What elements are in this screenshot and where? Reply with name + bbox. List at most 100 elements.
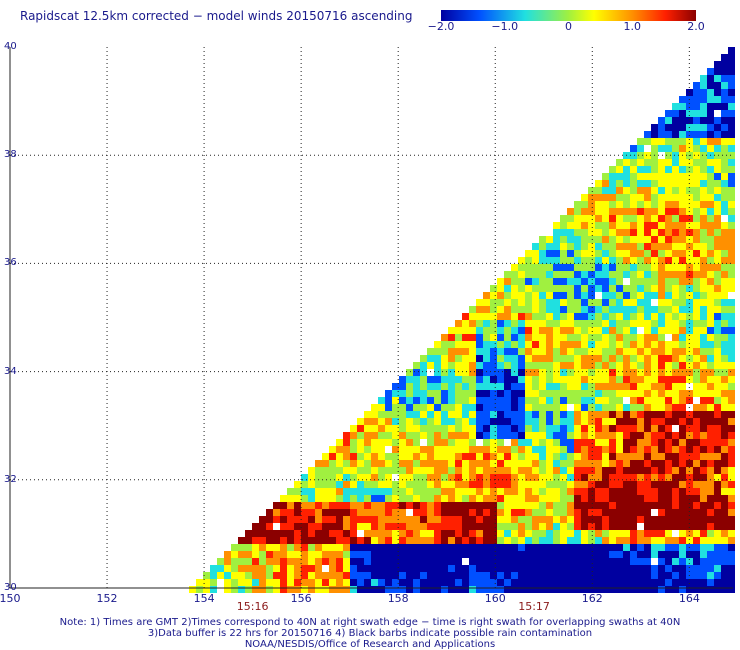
swath-cell — [686, 341, 693, 348]
swath-cell — [511, 327, 518, 334]
swath-cell — [434, 544, 441, 551]
swath-cell — [343, 439, 350, 446]
swath-cell — [350, 551, 357, 558]
swath-cell — [343, 565, 350, 572]
swath-cell — [308, 523, 315, 530]
swath-cell — [700, 320, 707, 327]
swath-cell — [637, 348, 644, 355]
swath-cell — [476, 313, 483, 320]
swath-cell — [392, 390, 399, 397]
swath-cell — [574, 516, 581, 523]
swath-cell — [693, 551, 700, 558]
swath-cell — [420, 474, 427, 481]
swath-cell — [567, 362, 574, 369]
swath-cell — [553, 222, 560, 229]
swath-cell — [434, 579, 441, 586]
swath-cell — [728, 523, 735, 530]
swath-cell — [679, 502, 686, 509]
swath-cell — [721, 509, 728, 516]
swath-cell — [665, 383, 672, 390]
swath-cell — [700, 334, 707, 341]
swath-cell — [455, 572, 462, 579]
swath-cell — [630, 509, 637, 516]
swath-cell — [364, 509, 371, 516]
swath-cell — [658, 502, 665, 509]
swath-cell — [637, 159, 644, 166]
swath-cell — [364, 446, 371, 453]
swath-cell — [707, 257, 714, 264]
swath-cell — [679, 579, 686, 586]
swath-cell — [728, 516, 735, 523]
swath-cell — [322, 474, 329, 481]
swath-cell — [392, 502, 399, 509]
swath-cell — [532, 404, 539, 411]
swath-cell — [336, 474, 343, 481]
swath-cell — [581, 376, 588, 383]
swath-cell — [567, 355, 574, 362]
swath-cell — [539, 327, 546, 334]
swath-cell — [560, 495, 567, 502]
swath-cell — [546, 551, 553, 558]
swath-cell — [553, 397, 560, 404]
swath-cell — [392, 439, 399, 446]
swath-cell — [623, 411, 630, 418]
swath-cell — [595, 425, 602, 432]
swath-cell — [483, 404, 490, 411]
swath-cell — [672, 187, 679, 194]
swath-cell — [469, 572, 476, 579]
swath-cell — [567, 460, 574, 467]
swath-cell — [434, 481, 441, 488]
swath-cell — [518, 292, 525, 299]
swath-cell — [672, 285, 679, 292]
swath-cell — [707, 579, 714, 586]
swath-cell — [651, 446, 658, 453]
swath-cell — [280, 565, 287, 572]
swath-cell — [525, 418, 532, 425]
swath-cell — [637, 488, 644, 495]
lat-tick-label: 36 — [4, 257, 17, 269]
swath-cell — [595, 299, 602, 306]
swath-cell — [497, 530, 504, 537]
swath-cell — [714, 467, 721, 474]
swath-cell — [707, 502, 714, 509]
swath-cell — [728, 362, 735, 369]
swath-cell — [644, 432, 651, 439]
swath-cell — [441, 348, 448, 355]
swath-cell — [455, 488, 462, 495]
swath-cell — [686, 138, 693, 145]
swath-cell — [581, 446, 588, 453]
swath-cell — [700, 229, 707, 236]
swath-cell — [539, 418, 546, 425]
swath-cell — [574, 355, 581, 362]
swath-cell — [448, 558, 455, 565]
swath-cell — [567, 383, 574, 390]
swath-cell — [665, 110, 672, 117]
swath-cell — [616, 432, 623, 439]
swath-cell — [595, 264, 602, 271]
swath-cell — [714, 397, 721, 404]
swath-cell — [434, 523, 441, 530]
swath-cell — [322, 502, 329, 509]
swath-cell — [728, 488, 735, 495]
swath-cell — [560, 257, 567, 264]
colorbar-tick-label: −2.0 — [427, 20, 455, 33]
swath-cell — [672, 418, 679, 425]
swath-cell — [539, 390, 546, 397]
swath-cell — [602, 271, 609, 278]
swath-cell — [266, 586, 273, 593]
swath-cell — [728, 355, 735, 362]
swath-cell — [679, 404, 686, 411]
swath-cell — [203, 586, 210, 593]
swath-cell — [322, 453, 329, 460]
swath-cell — [602, 551, 609, 558]
swath-cell — [588, 488, 595, 495]
swath-cell — [707, 278, 714, 285]
swath-cell — [658, 383, 665, 390]
swath-cell — [546, 327, 553, 334]
swath-cell — [679, 250, 686, 257]
swath-cell — [252, 530, 259, 537]
swath-cell — [721, 495, 728, 502]
swath-cell — [651, 537, 658, 544]
swath-cell — [511, 516, 518, 523]
swath-cell — [665, 236, 672, 243]
